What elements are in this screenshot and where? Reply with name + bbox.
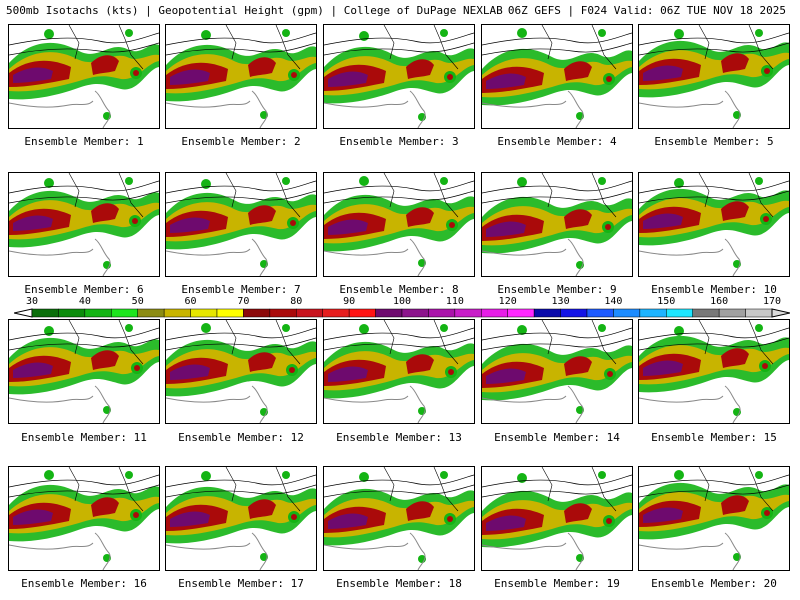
colorbar-swatch — [137, 308, 165, 318]
ensemble-map-panel — [481, 172, 633, 277]
colorbar-swatch — [31, 308, 59, 318]
colorbar-bar — [14, 308, 790, 318]
colorbar-swatch — [243, 308, 271, 318]
colorbar-swatch — [560, 308, 588, 318]
colorbar-swatch — [296, 308, 323, 318]
ensemble-map-panel — [323, 172, 475, 277]
ensemble-map-panel — [481, 319, 633, 424]
colorbar-swatch — [84, 308, 112, 318]
ensemble-map-panel — [481, 24, 633, 129]
colorbar-swatch — [666, 308, 693, 318]
colorbar-tick-label: 130 — [551, 296, 570, 307]
ensemble-member-label: Ensemble Member: 13 — [336, 431, 462, 444]
colorbar-tick-label: 140 — [604, 296, 623, 307]
colorbar-swatch — [375, 308, 403, 318]
ensemble-member-label: Ensemble Member: 12 — [178, 431, 304, 444]
colorbar-swatch — [586, 308, 614, 318]
colorbar-tick-label: 90 — [343, 296, 356, 307]
colorbar-tick-label: 100 — [392, 296, 412, 307]
ensemble-map-panel — [638, 24, 790, 129]
ensemble-map-panel — [8, 24, 160, 129]
colorbar-tick-label: 40 — [78, 296, 91, 307]
ensemble-member-label: Ensemble Member: 7 — [181, 283, 301, 296]
colorbar-swatch — [322, 308, 350, 318]
ensemble-map-panel — [165, 24, 317, 129]
colorbar-tick-label: 120 — [498, 296, 517, 307]
colorbar-swatch — [745, 308, 773, 318]
ensemble-map-panel — [8, 172, 160, 277]
colorbar-swatch — [533, 308, 561, 318]
ensemble-member-label: Ensemble Member: 2 — [181, 135, 301, 148]
colorbar-swatch — [613, 308, 641, 318]
ensemble-member-label: Ensemble Member: 19 — [494, 577, 620, 590]
colorbar-swatch — [481, 308, 508, 318]
ensemble-map-panel — [165, 319, 317, 424]
ensemble-member-label: Ensemble Member: 14 — [494, 431, 620, 444]
colorbar-swatch — [190, 308, 218, 318]
colorbar-tick-label: 70 — [237, 296, 250, 307]
colorbar-tick-label: 60 — [184, 296, 197, 307]
ensemble-map-panel — [323, 24, 475, 129]
colorbar-swatch — [163, 308, 191, 318]
colorbar-swatch — [216, 308, 244, 318]
ensemble-member-label: Ensemble Member: 9 — [497, 283, 617, 296]
colorbar-tick-label: 150 — [657, 296, 676, 307]
map-title: 500mb Isotachs (kts) | Geopotential Heig… — [6, 4, 503, 17]
colorbar-tick-label: 30 — [25, 296, 39, 307]
ensemble-member-label: Ensemble Member: 4 — [497, 135, 617, 148]
ensemble-member-label: Ensemble Member: 17 — [178, 577, 304, 590]
ensemble-member-label: Ensemble Member: 3 — [339, 135, 459, 148]
ensemble-member-label: Ensemble Member: 10 — [651, 283, 777, 296]
ensemble-map-panel — [8, 319, 160, 424]
ensemble-map-panel — [323, 319, 475, 424]
colorbar-swatch — [507, 308, 535, 318]
ensemble-map-panel — [638, 319, 790, 424]
ensemble-member-label: Ensemble Member: 16 — [21, 577, 147, 590]
run-info: 06Z GEFS | F024 Valid: 06Z TUE NOV 18 20… — [507, 4, 786, 17]
colorbar-swatch — [428, 308, 456, 318]
ensemble-member-label: Ensemble Member: 20 — [651, 577, 777, 590]
colorbar-swatch — [111, 308, 138, 318]
ensemble-map-panel — [638, 466, 790, 571]
ensemble-member-label: Ensemble Member: 18 — [336, 577, 462, 590]
colorbar-swatch — [58, 308, 86, 318]
ensemble-member-label: Ensemble Member: 8 — [339, 283, 459, 296]
colorbar-swatch — [269, 308, 297, 318]
colorbar-swatch — [401, 308, 429, 318]
ensemble-member-label: Ensemble Member: 1 — [24, 135, 144, 148]
colorbar-swatch — [348, 308, 376, 318]
ensemble-member-label: Ensemble Member: 11 — [21, 431, 147, 444]
colorbar-min-arrow — [14, 308, 33, 318]
ensemble-map-panel — [8, 466, 160, 571]
ensemble-map-panel — [165, 466, 317, 571]
colorbar-tick-label: 160 — [710, 296, 729, 307]
colorbar-swatch — [454, 308, 482, 318]
colorbar-swatch — [718, 308, 746, 318]
colorbar-tick-label: 50 — [131, 296, 144, 307]
colorbar-tick-label: 170 — [762, 296, 782, 307]
colorbar-max-arrow — [771, 308, 790, 318]
ensemble-map-panel — [165, 172, 317, 277]
map-header: 500mb Isotachs (kts) | Geopotential Heig… — [6, 4, 796, 18]
ensemble-member-label: Ensemble Member: 15 — [651, 431, 777, 444]
isotach-colorbar: 30 40 50 60 70 80 90 100 110 120 130 140 150 160 170 — [14, 297, 790, 319]
ensemble-member-label: Ensemble Member: 6 — [24, 283, 144, 296]
ensemble-map-panel — [481, 466, 633, 571]
colorbar-tick-label: 80 — [290, 296, 303, 307]
colorbar-tick-label: 110 — [445, 296, 464, 307]
colorbar-swatch — [639, 308, 667, 318]
ensemble-map-panel — [638, 172, 790, 277]
ensemble-member-label: Ensemble Member: 5 — [654, 135, 774, 148]
colorbar-swatch — [692, 308, 720, 318]
ensemble-map-panel — [323, 466, 475, 571]
